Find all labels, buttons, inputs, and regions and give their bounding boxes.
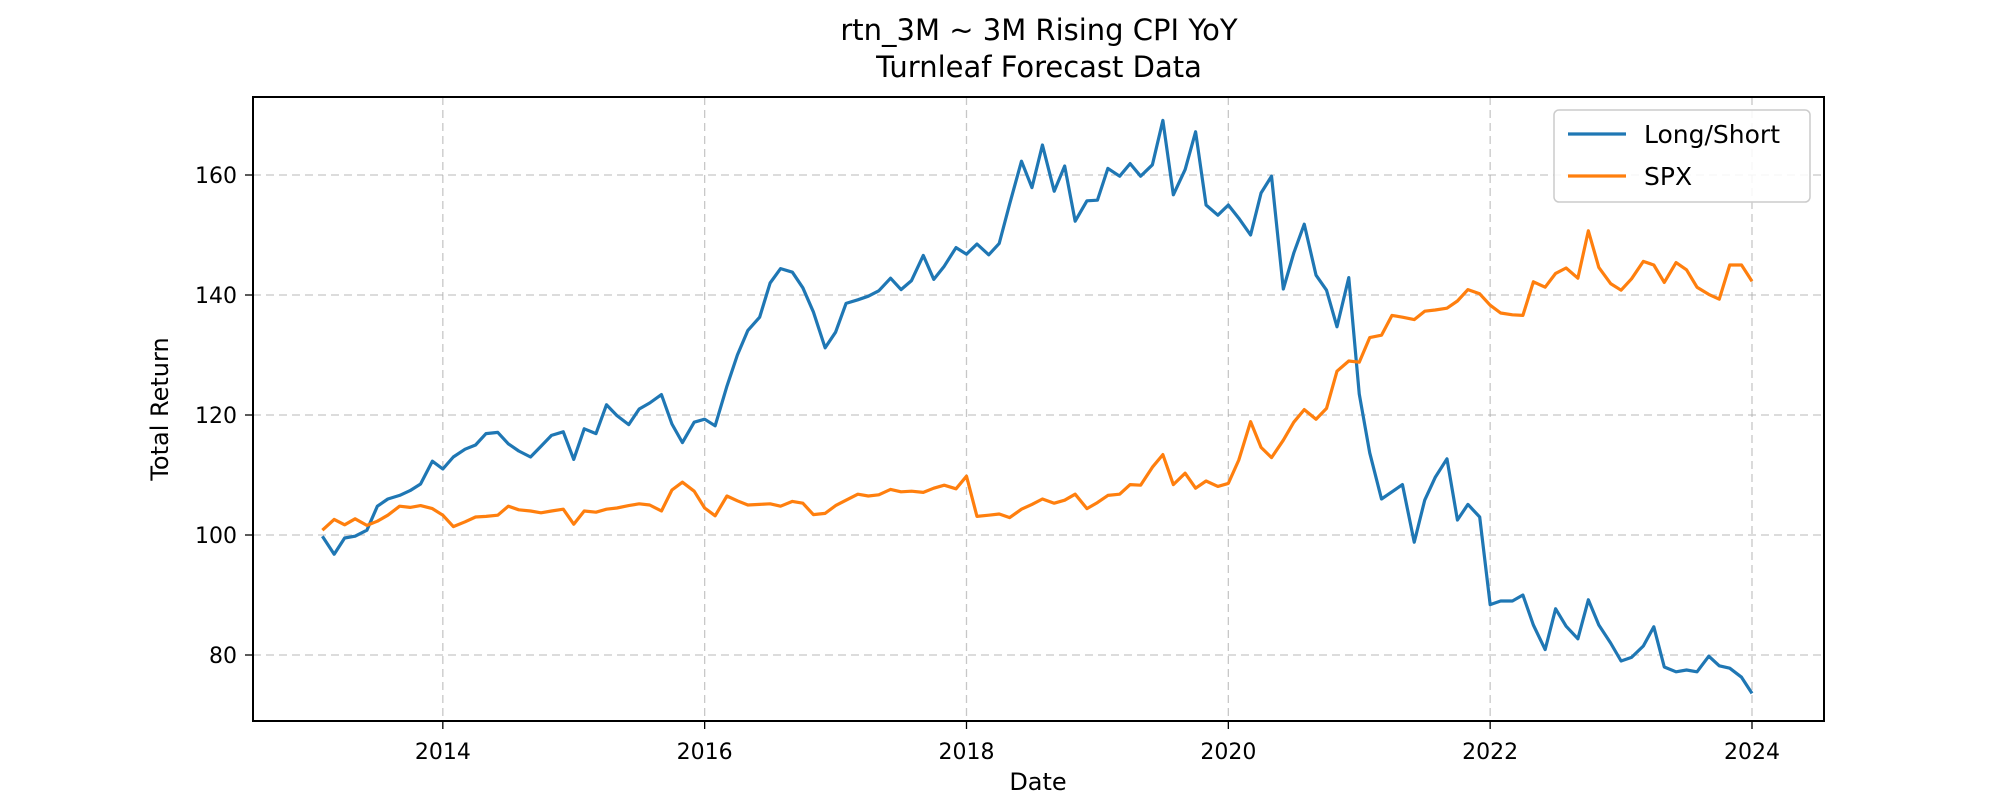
y-tick-label: 140 — [195, 284, 237, 309]
series-line-spx — [321, 229, 1754, 532]
y-tick-label: 160 — [195, 164, 237, 189]
plot-frame — [252, 96, 1825, 722]
legend-label-spx: SPX — [1644, 162, 1692, 191]
x-tick-label: 2024 — [1724, 740, 1780, 765]
x-tick-label: 2018 — [938, 740, 994, 765]
x-tick-label: 2016 — [677, 740, 733, 765]
x-tick-label: 2020 — [1200, 740, 1256, 765]
legend-label-long-short: Long/Short — [1644, 120, 1780, 149]
y-tick-label: 80 — [209, 644, 237, 669]
chart-subtitle: Turnleaf Forecast Data — [875, 50, 1202, 84]
series-lines — [321, 118, 1754, 695]
series-line-long-short — [321, 118, 1754, 695]
x-tick-label: 2014 — [415, 740, 471, 765]
legend: Long/Short SPX — [1553, 109, 1811, 203]
chart-title: rtn_3M ~ 3M Rising CPI YoY — [840, 13, 1238, 47]
axis-ticks: 2014 2016 2018 2020 2022 2024 80 100 120 140 160 — [195, 164, 1780, 765]
x-tick-label: 2022 — [1462, 740, 1518, 765]
y-tick-label: 100 — [195, 524, 237, 549]
y-axis-label: Total Return — [146, 337, 174, 481]
x-axis-label: Date — [1009, 768, 1066, 796]
y-tick-label: 120 — [195, 404, 237, 429]
